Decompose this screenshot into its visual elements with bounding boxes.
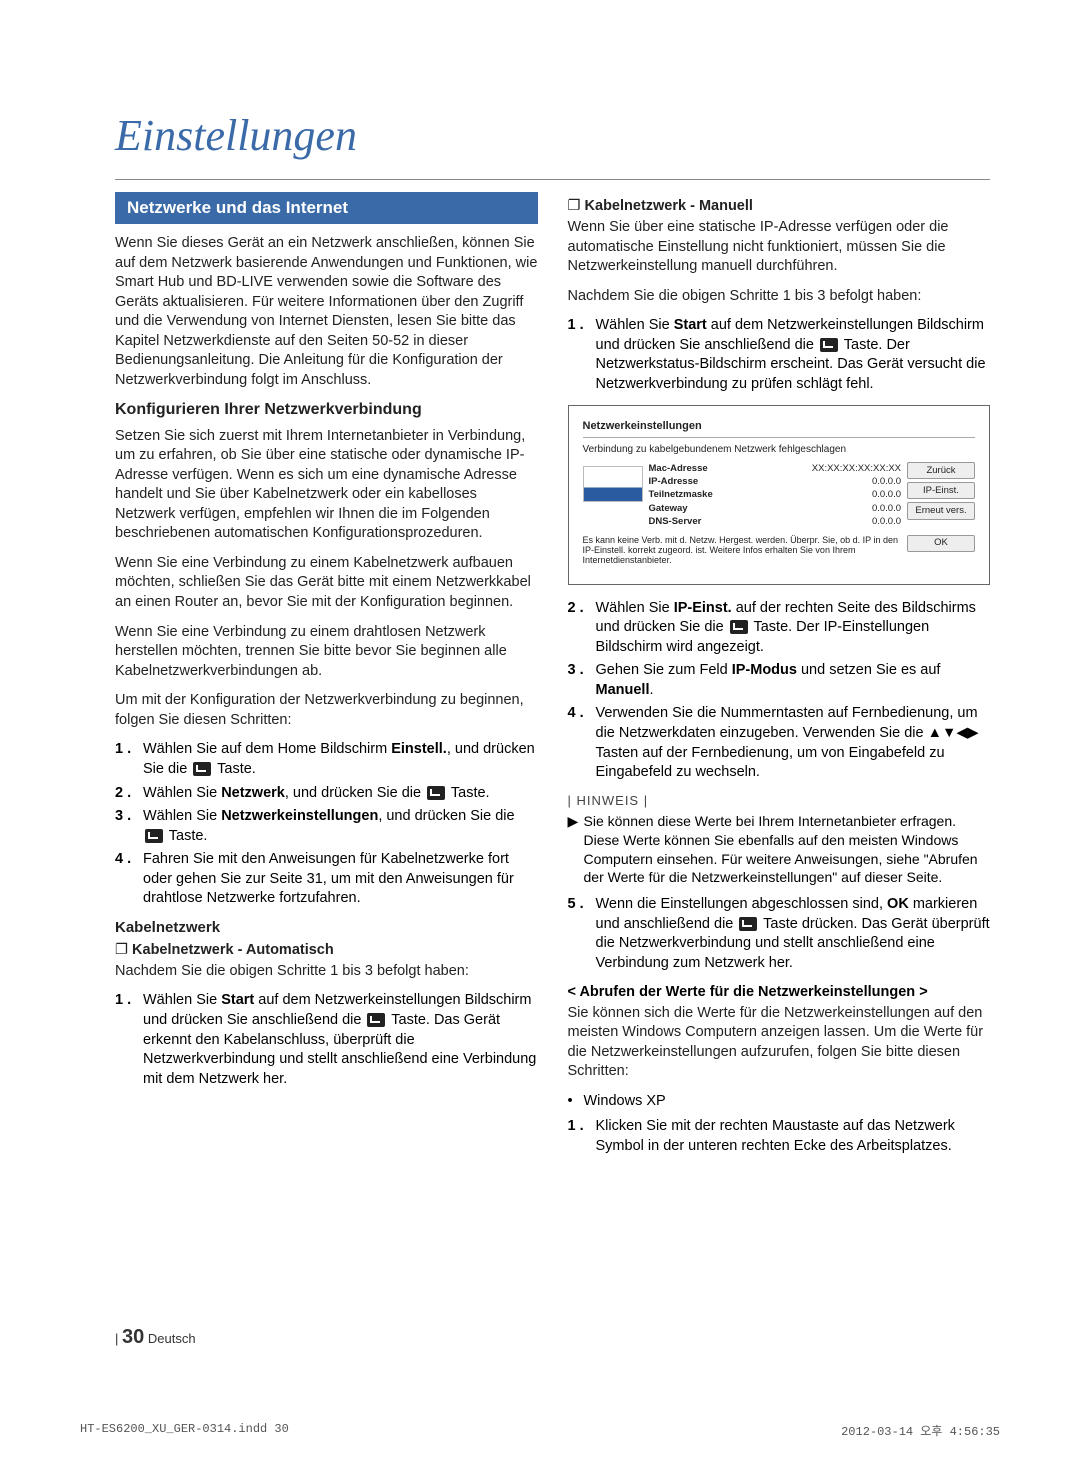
page-language: Deutsch: [148, 1331, 196, 1346]
enter-icon: [730, 620, 748, 634]
intro-paragraph: Wenn Sie dieses Gerät an ein Netzwerk an…: [115, 234, 538, 391]
step-item: 1 .Wählen Sie Start auf dem Netzwerkeins…: [115, 991, 538, 1089]
wired-auto-sub: Kabelnetzwerk - Automatisch: [115, 942, 538, 958]
wired-auto-steps: 1 .Wählen Sie Start auf dem Netzwerkeins…: [115, 991, 538, 1089]
page-number: 30: [122, 1326, 144, 1348]
step-item: 4 .Verwenden Sie die Nummerntasten auf F…: [568, 704, 991, 782]
dialog-side-buttons: Zurück IP-Einst. Erneut vers.: [907, 462, 975, 520]
manual-steps-3: 5 .Wenn die Einstellungen abgeschlossen …: [568, 895, 991, 973]
step-item: 1 .Wählen Sie auf dem Home Bildschirm Ei…: [115, 740, 538, 779]
bullet-marker-icon: •: [568, 1092, 584, 1112]
step-item: 5 .Wenn die Einstellungen abgeschlossen …: [568, 895, 991, 973]
table-row: Mac-AdresseXX:XX:XX:XX:XX:XX: [649, 462, 902, 475]
retry-button[interactable]: Erneut vers.: [907, 502, 975, 519]
table-row: IP-Adresse0.0.0.0: [649, 475, 902, 488]
step-item: 2 .Wählen Sie Netzwerk, und drücken Sie …: [115, 784, 538, 804]
wired-manual-p2: Nachdem Sie die obigen Schritte 1 bis 3 …: [568, 287, 991, 307]
configure-p3: Wenn Sie eine Verbindung zu einem drahtl…: [115, 623, 538, 682]
ok-button[interactable]: OK: [907, 535, 975, 552]
manual-steps-2: 2 .Wählen Sie IP-Einst. auf der rechten …: [568, 599, 991, 783]
step-item: 1 .Klicken Sie mit der rechten Maustaste…: [568, 1117, 991, 1156]
step-item: 2 .Wählen Sie IP-Einst. auf der rechten …: [568, 599, 991, 658]
section-bar-networks: Netzwerke und das Internet: [115, 192, 538, 224]
bullet-windows-xp: • Windows XP: [568, 1092, 991, 1112]
wired-manual-p1: Wenn Sie über eine statische IP-Adresse …: [568, 218, 991, 277]
configure-heading: Konfigurieren Ihrer Netzwerkverbindung: [115, 401, 538, 419]
enter-icon: [820, 338, 838, 352]
enter-icon: [193, 762, 211, 776]
two-column-layout: Netzwerke und das Internet Wenn Sie dies…: [115, 192, 990, 1166]
wired-manual-sub: Kabelnetzwerk - Manuell: [568, 198, 991, 214]
table-row: DNS-Server0.0.0.0: [649, 515, 902, 528]
enter-icon: [367, 1013, 385, 1027]
configure-p1: Setzen Sie sich zuerst mit Ihrem Interne…: [115, 427, 538, 544]
back-button[interactable]: Zurück: [907, 462, 975, 479]
manual-steps-1: 1 .Wählen Sie Start auf dem Netzwerkeins…: [568, 316, 991, 394]
note-item: ▶ Sie können diese Werte bei Ihrem Inter…: [568, 812, 991, 888]
configure-steps: 1 .Wählen Sie auf dem Home Bildschirm Ei…: [115, 740, 538, 909]
step-item: 3 .Wählen Sie Netzwerkeinstellungen, und…: [115, 807, 538, 846]
ip-settings-button[interactable]: IP-Einst.: [907, 482, 975, 499]
hinweis-label: | HINWEIS |: [568, 793, 991, 808]
wired-auto-lead: Nachdem Sie die obigen Schritte 1 bis 3 …: [115, 962, 538, 982]
source-file: HT-ES6200_XU_GER-0314.indd 30: [80, 1422, 289, 1439]
wired-heading: Kabelnetzwerk: [115, 919, 538, 936]
right-column: Kabelnetzwerk - Manuell Wenn Sie über ei…: [568, 192, 991, 1166]
step-item: 4 .Fahren Sie mit den Anweisungen für Ka…: [115, 850, 538, 909]
network-values-table: Mac-AdresseXX:XX:XX:XX:XX:XX IP-Adresse0…: [649, 462, 902, 529]
dialog-subtitle: Verbindung zu kabelgebundenem Netzwerk f…: [583, 444, 976, 456]
configure-p4: Um mit der Konfiguration der Netzwerkver…: [115, 691, 538, 730]
left-column: Netzwerke und das Internet Wenn Sie dies…: [115, 192, 538, 1166]
page-footer: | 30 Deutsch: [115, 1326, 196, 1349]
page-title: Einstellungen: [115, 110, 990, 161]
configure-p2: Wenn Sie eine Verbindung zu einem Kabeln…: [115, 554, 538, 613]
title-rule: [115, 179, 990, 180]
xp-steps: 1 .Klicken Sie mit der rechten Maustaste…: [568, 1117, 991, 1156]
retrieve-heading: < Abrufen der Werte für die Netzwerkeins…: [568, 984, 991, 1000]
enter-icon: [739, 917, 757, 931]
print-metadata: HT-ES6200_XU_GER-0314.indd 30 2012-03-14…: [80, 1422, 1000, 1439]
dialog-title: Netzwerkeinstellungen: [583, 420, 976, 433]
note-marker-icon: ▶: [568, 812, 584, 888]
network-settings-dialog: Netzwerkeinstellungen Verbindung zu kabe…: [568, 405, 991, 585]
enter-icon: [145, 829, 163, 843]
table-row: Teilnetzmaske0.0.0.0: [649, 488, 902, 501]
print-timestamp: 2012-03-14 오후 4:56:35: [841, 1422, 1000, 1439]
dialog-rule: [583, 437, 976, 438]
retrieve-paragraph: Sie können sich die Werte für die Netzwe…: [568, 1004, 991, 1082]
dialog-error-message: Es kann keine Verb. mit d. Netzw. Herges…: [583, 535, 902, 566]
step-item: 3 .Gehen Sie zum Feld IP-Modus und setze…: [568, 661, 991, 700]
enter-icon: [427, 786, 445, 800]
table-row: Gateway0.0.0.0: [649, 502, 902, 515]
step-item: 1 .Wählen Sie Start auf dem Netzwerkeins…: [568, 316, 991, 394]
device-thumb-icon: [583, 466, 643, 502]
